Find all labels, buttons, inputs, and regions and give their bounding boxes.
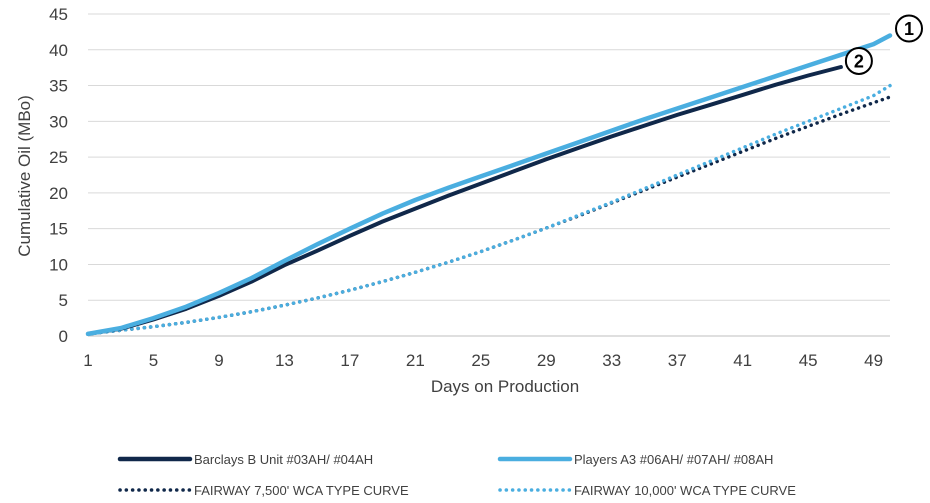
- y-tick-label: 45: [49, 5, 68, 24]
- legend-label: Players A3 #06AH/ #07AH/ #08AH: [574, 452, 773, 467]
- gridlines: [88, 13, 890, 337]
- legend-item: FAIRWAY 7,500' WCA TYPE CURVE: [118, 483, 409, 498]
- x-axis-title: Days on Production: [431, 377, 579, 396]
- callout-label: 1: [904, 19, 914, 39]
- y-tick-label: 30: [49, 112, 68, 131]
- y-tick-label: 0: [59, 327, 68, 346]
- series-line-1: [86, 65, 843, 336]
- y-tick-label: 5: [59, 291, 68, 310]
- callout-marker: 2: [844, 46, 873, 75]
- y-axis-ticks: 0 5 10 15 20 25 30 35 40 45: [49, 5, 68, 346]
- y-tick-label: 10: [49, 255, 68, 274]
- x-tick-label: 17: [340, 351, 359, 370]
- x-tick-label: 9: [214, 351, 223, 370]
- y-tick-label: 40: [49, 41, 68, 60]
- x-tick-label: 5: [149, 351, 158, 370]
- legend-label: Barclays B Unit #03AH/ #04AH: [194, 452, 373, 467]
- x-axis-ticks: 1 5 9 13 17 21 25 29 33 37 41 45 49: [83, 351, 883, 370]
- x-tick-label: 25: [471, 351, 490, 370]
- callout-circle: [844, 46, 873, 75]
- x-tick-label: 29: [537, 351, 556, 370]
- y-tick-label: 15: [49, 220, 68, 239]
- y-tick-label: 20: [49, 184, 68, 203]
- legend-label: FAIRWAY 10,000' WCA TYPE CURVE: [574, 483, 796, 498]
- x-tick-label: 49: [864, 351, 883, 370]
- x-tick-label: 37: [668, 351, 687, 370]
- legend-item: Players A3 #06AH/ #07AH/ #08AH: [497, 452, 773, 467]
- callout-circle: [895, 14, 923, 43]
- x-tick-label: 1: [83, 351, 92, 370]
- x-tick-label: 21: [406, 351, 425, 370]
- x-tick-label: 45: [799, 351, 818, 370]
- y-axis-title: Cumulative Oil (MBo): [15, 95, 34, 257]
- x-tick-label: 33: [602, 351, 621, 370]
- callouts: 12: [844, 14, 923, 75]
- callout-label: 2: [854, 51, 864, 71]
- legend-label: FAIRWAY 7,500' WCA TYPE CURVE: [194, 483, 409, 498]
- series-lines: [85, 33, 893, 337]
- x-tick-label: 13: [275, 351, 294, 370]
- callout-marker: 1: [895, 14, 923, 43]
- x-tick-label: 41: [733, 351, 752, 370]
- series-line-4: [86, 83, 892, 336]
- legend: Barclays B Unit #03AH/ #04AH Players A3 #…: [117, 452, 796, 498]
- y-tick-label: 35: [49, 77, 68, 96]
- y-tick-label: 25: [49, 148, 68, 167]
- legend-item: Barclays B Unit #03AH/ #04AH: [117, 452, 373, 467]
- series-line-2: [85, 33, 893, 337]
- legend-item: FAIRWAY 10,000' WCA TYPE CURVE: [498, 483, 796, 498]
